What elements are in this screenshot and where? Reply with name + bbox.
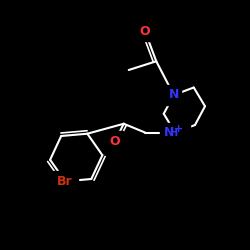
Text: O: O bbox=[140, 25, 150, 38]
Text: N: N bbox=[168, 88, 179, 102]
Text: N: N bbox=[164, 126, 174, 139]
Polygon shape bbox=[166, 85, 181, 105]
Text: H: H bbox=[169, 128, 177, 138]
Text: Br: Br bbox=[57, 175, 73, 188]
Text: +: + bbox=[174, 124, 184, 134]
Polygon shape bbox=[138, 21, 152, 41]
Text: O: O bbox=[110, 135, 120, 148]
Polygon shape bbox=[53, 171, 78, 191]
Polygon shape bbox=[160, 122, 190, 142]
Polygon shape bbox=[108, 131, 122, 151]
